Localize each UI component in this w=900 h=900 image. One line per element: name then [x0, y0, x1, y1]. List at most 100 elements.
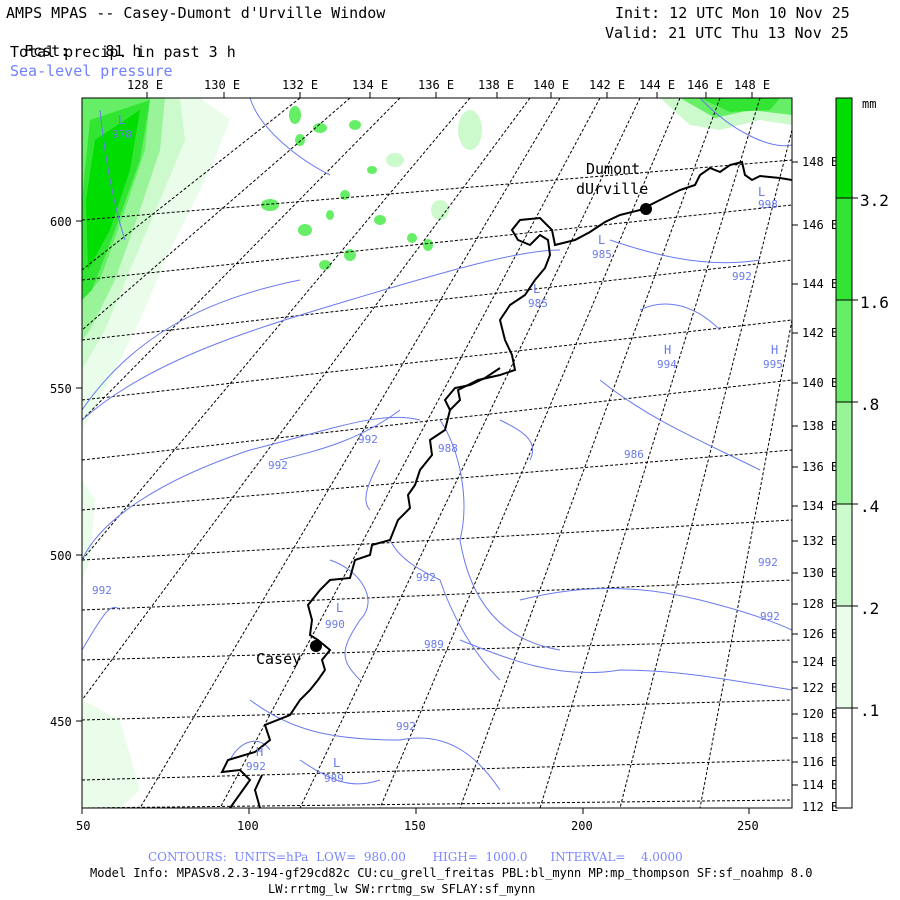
pressure-center-high: H — [256, 745, 263, 759]
lon-label: 124 E — [802, 655, 838, 669]
colorbar-segment — [836, 300, 852, 402]
model-info-2: LW:rrtmg_lw SW:rrtmg_sw SFLAY:sf_mynn — [268, 882, 536, 896]
contour-info: CONTOURS: UNITS=hPa LOW= 980.00 HIGH= 10… — [148, 850, 683, 864]
colorbar-label: .4 — [860, 497, 879, 516]
pressure-center-low: L — [336, 601, 343, 615]
lon-label: 122 E — [802, 681, 838, 695]
colorbar-segment — [836, 708, 852, 808]
contour-label: 989 — [324, 772, 344, 785]
contour-label: 992 — [758, 556, 778, 569]
right-lon-labels: 148 E 146 E 144 E 142 E 140 E 138 E 136 … — [802, 155, 838, 814]
station-label-casey: Casey — [256, 650, 301, 668]
left-axis-labels: 600 550 500 450 — [50, 215, 72, 729]
contour-label: 989 — [424, 638, 444, 651]
fcst-value: 81 h — [105, 42, 142, 60]
colorbar-segment — [836, 98, 852, 198]
top-ticks — [146, 92, 753, 98]
coastline — [220, 160, 792, 808]
pressure-center-high: H — [664, 343, 671, 357]
contour-label: 992 — [358, 433, 378, 446]
init-time: Init: 12 UTC Mon 10 Nov 25 — [615, 4, 850, 22]
contour-label: 998 — [758, 198, 778, 211]
station-label-dumont: Dumont — [586, 160, 640, 178]
lon-label: 148 E — [734, 78, 770, 92]
colorbar-label: .2 — [860, 599, 879, 618]
contour-label: 985 — [528, 297, 548, 310]
right-ticks — [792, 161, 798, 786]
latlon-grid — [82, 98, 792, 808]
left-ticks — [76, 220, 82, 722]
colorbar-segment — [836, 198, 852, 300]
lon-label: 136 E — [418, 78, 454, 92]
lon-label: 130 E — [204, 78, 240, 92]
station-label-durville: dUrville — [576, 180, 648, 198]
contour-label: 986 — [624, 448, 644, 461]
pressure-center-low: L — [758, 185, 765, 199]
pressure-center-low: L — [533, 282, 540, 296]
station-markers: Dumont dUrville Casey — [256, 160, 652, 668]
casey-marker[interactable] — [310, 640, 322, 652]
contour-label: 992 — [760, 610, 780, 623]
pressure-center-high: H — [771, 343, 778, 357]
colorbar-segment — [836, 504, 852, 606]
lon-label: 142 E — [589, 78, 625, 92]
lon-label: 146 E — [802, 218, 838, 232]
colorbar-label: .1 — [860, 701, 879, 720]
contour-label: 994 — [657, 358, 677, 371]
map-frame — [81, 97, 793, 809]
lon-label: 128 E — [802, 597, 838, 611]
lon-label: 136 E — [802, 460, 838, 474]
colorbar-label: .8 — [860, 395, 879, 414]
lon-label: 146 E — [687, 78, 723, 92]
x-tick-label: 100 — [237, 819, 259, 833]
lon-label: 138 E — [478, 78, 514, 92]
colorbar-label: 3.2 — [860, 191, 889, 210]
lon-label: 112 E — [802, 800, 838, 814]
colorbar: mm 3.2 1.6 .8 .4 .2 .1 — [835, 97, 889, 809]
lon-label: 114 E — [802, 778, 838, 792]
pressure-centers: L L L H H L L H L — [118, 113, 778, 770]
x-tick-label: 150 — [404, 819, 426, 833]
precip-shading — [82, 98, 792, 808]
x-tick-label: 50 — [76, 819, 90, 833]
lon-label: 132 E — [282, 78, 318, 92]
lon-label: 116 E — [802, 755, 838, 769]
lon-label: 134 E — [802, 499, 838, 513]
top-lon-labels: 128 E 130 E 132 E 134 E 136 E 138 E 140 … — [127, 78, 770, 92]
contour-label: 985 — [592, 248, 612, 261]
dumont-durville-marker[interactable] — [640, 203, 652, 215]
contour-label: 992 — [246, 760, 266, 773]
pressure-center-low: L — [598, 233, 605, 247]
field-name: Total precip. in past 3 h — [10, 43, 236, 61]
contour-label: 992 — [396, 720, 416, 733]
pressure-center-low: L — [118, 113, 125, 127]
model-info: Model Info: MPASv8.2.3-194-gf29cd82c CU:… — [90, 866, 813, 880]
bottom-ticks — [81, 808, 750, 814]
overlay-name: Sea-level pressure — [10, 62, 173, 80]
forecast-label: Fcst: 81 h — [6, 24, 141, 60]
y-tick-label: 600 — [50, 215, 72, 229]
contour-label: 992 — [92, 584, 112, 597]
colorbar-frame — [835, 97, 853, 809]
pressure-contours — [82, 98, 792, 791]
contour-label: 992 — [416, 571, 436, 584]
colorbar-unit: mm — [862, 97, 876, 111]
x-tick-label: 250 — [737, 819, 759, 833]
lon-label: 126 E — [802, 627, 838, 641]
valid-time: Valid: 21 UTC Thu 13 Nov 25 — [605, 24, 849, 42]
lon-label: 118 E — [802, 731, 838, 745]
colorbar-segment — [836, 402, 852, 504]
map-title: AMPS MPAS -- Casey-Dumont d'Urville Wind… — [6, 4, 386, 22]
fcst-label: Fcst: — [24, 42, 70, 60]
lon-label: 144 E — [802, 277, 838, 291]
y-tick-label: 550 — [50, 382, 72, 396]
contour-label: 990 — [325, 618, 345, 631]
bottom-axis-labels: 50 100 150 200 250 — [76, 819, 759, 833]
lon-label: 140 E — [533, 78, 569, 92]
pressure-center-low: L — [333, 756, 340, 770]
contour-label: 978 — [112, 128, 132, 141]
colorbar-segment — [836, 606, 852, 708]
lon-label: 144 E — [639, 78, 675, 92]
lon-label: 132 E — [802, 534, 838, 548]
contour-labels: 978 985 985 992 994 995 992 992 988 986 … — [92, 128, 783, 785]
